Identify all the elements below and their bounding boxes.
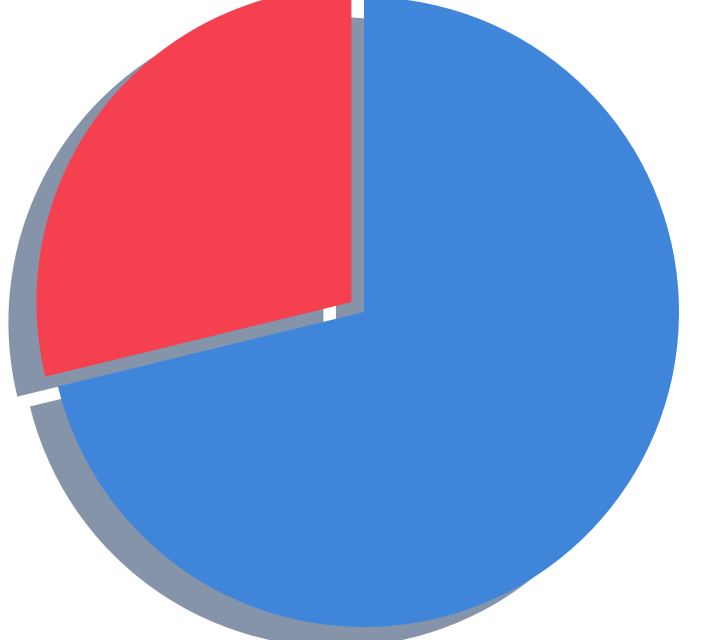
pie-slice-0 bbox=[57, 0, 679, 627]
pie-slice-1 bbox=[36, 0, 352, 377]
pie-slice-layer bbox=[36, 0, 679, 627]
